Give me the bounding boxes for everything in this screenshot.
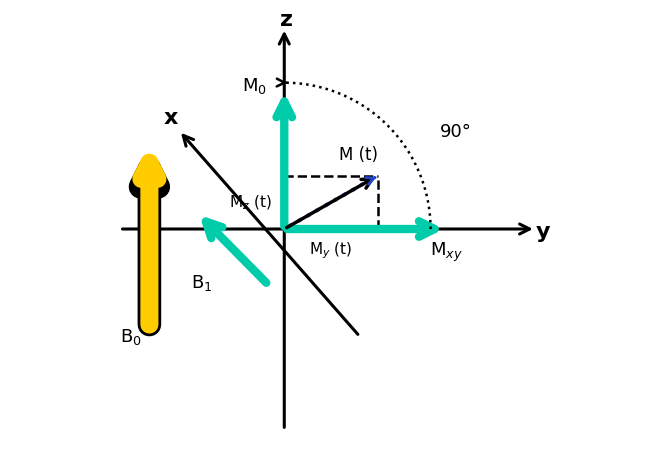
Text: M$_z$ (t): M$_z$ (t) — [228, 194, 271, 212]
Text: M$_0$: M$_0$ — [242, 76, 267, 96]
Text: x: x — [164, 108, 178, 128]
Text: y: y — [535, 222, 550, 242]
Text: 90°: 90° — [440, 123, 472, 140]
Text: B$_0$: B$_0$ — [120, 327, 142, 347]
Text: M$_{xy}$: M$_{xy}$ — [430, 240, 463, 263]
Text: z: z — [280, 10, 293, 30]
Text: M (t): M (t) — [339, 145, 378, 163]
Text: M$_y$ (t): M$_y$ (t) — [310, 240, 353, 260]
Text: B$_1$: B$_1$ — [191, 272, 213, 292]
